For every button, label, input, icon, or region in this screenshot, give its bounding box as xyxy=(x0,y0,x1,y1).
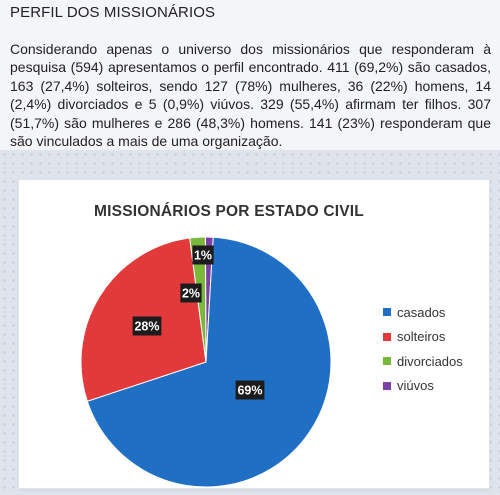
data-label-box-casados xyxy=(235,380,265,400)
data-label-box-divorciados xyxy=(180,283,202,303)
body-paragraph: Considerando apenas o universo dos missi… xyxy=(10,41,491,150)
legend-label-solteiros: solteiros xyxy=(397,329,446,345)
legend-item-casados: casados xyxy=(383,300,463,325)
legend-label-viúvos: viúvos xyxy=(397,378,434,394)
legend-item-divorciados: divorciados xyxy=(383,349,463,374)
legend-label-divorciados: divorciados xyxy=(397,353,463,369)
chart-card: MISSIONÁRIOS POR ESTADO CIVIL 1% 69% 28% 2%… xyxy=(19,180,489,488)
legend-item-viúvos: viúvos xyxy=(383,374,463,399)
data-label-box-viúvos xyxy=(192,245,214,265)
data-label-divorciados: 2% xyxy=(182,287,200,301)
chart-title: MISSIONÁRIOS POR ESTADO CIVIL xyxy=(94,203,364,220)
pie-slice-casados xyxy=(86,236,332,488)
pie-chart: 1% 69% 28% 2% xyxy=(80,236,332,488)
legend-swatch-casados xyxy=(383,308,391,317)
legend-swatch-divorciados xyxy=(383,357,391,366)
legend-item-solteiros: solteiros xyxy=(383,325,463,350)
data-label-box-solteiros xyxy=(132,316,162,336)
legend-swatch-solteiros xyxy=(383,332,391,341)
legend-label-casados: casados xyxy=(397,304,446,320)
data-label-solteiros: 28% xyxy=(134,320,159,334)
legend-swatch-viúvos xyxy=(383,381,391,390)
chart-legend: casados solteiros divorciados viúvos xyxy=(383,300,463,398)
data-label-viúvos: 1% xyxy=(194,249,212,263)
section-title: PERFIL DOS MISSIONÁRIOS xyxy=(10,4,216,21)
data-label-casados: 69% xyxy=(237,384,262,398)
